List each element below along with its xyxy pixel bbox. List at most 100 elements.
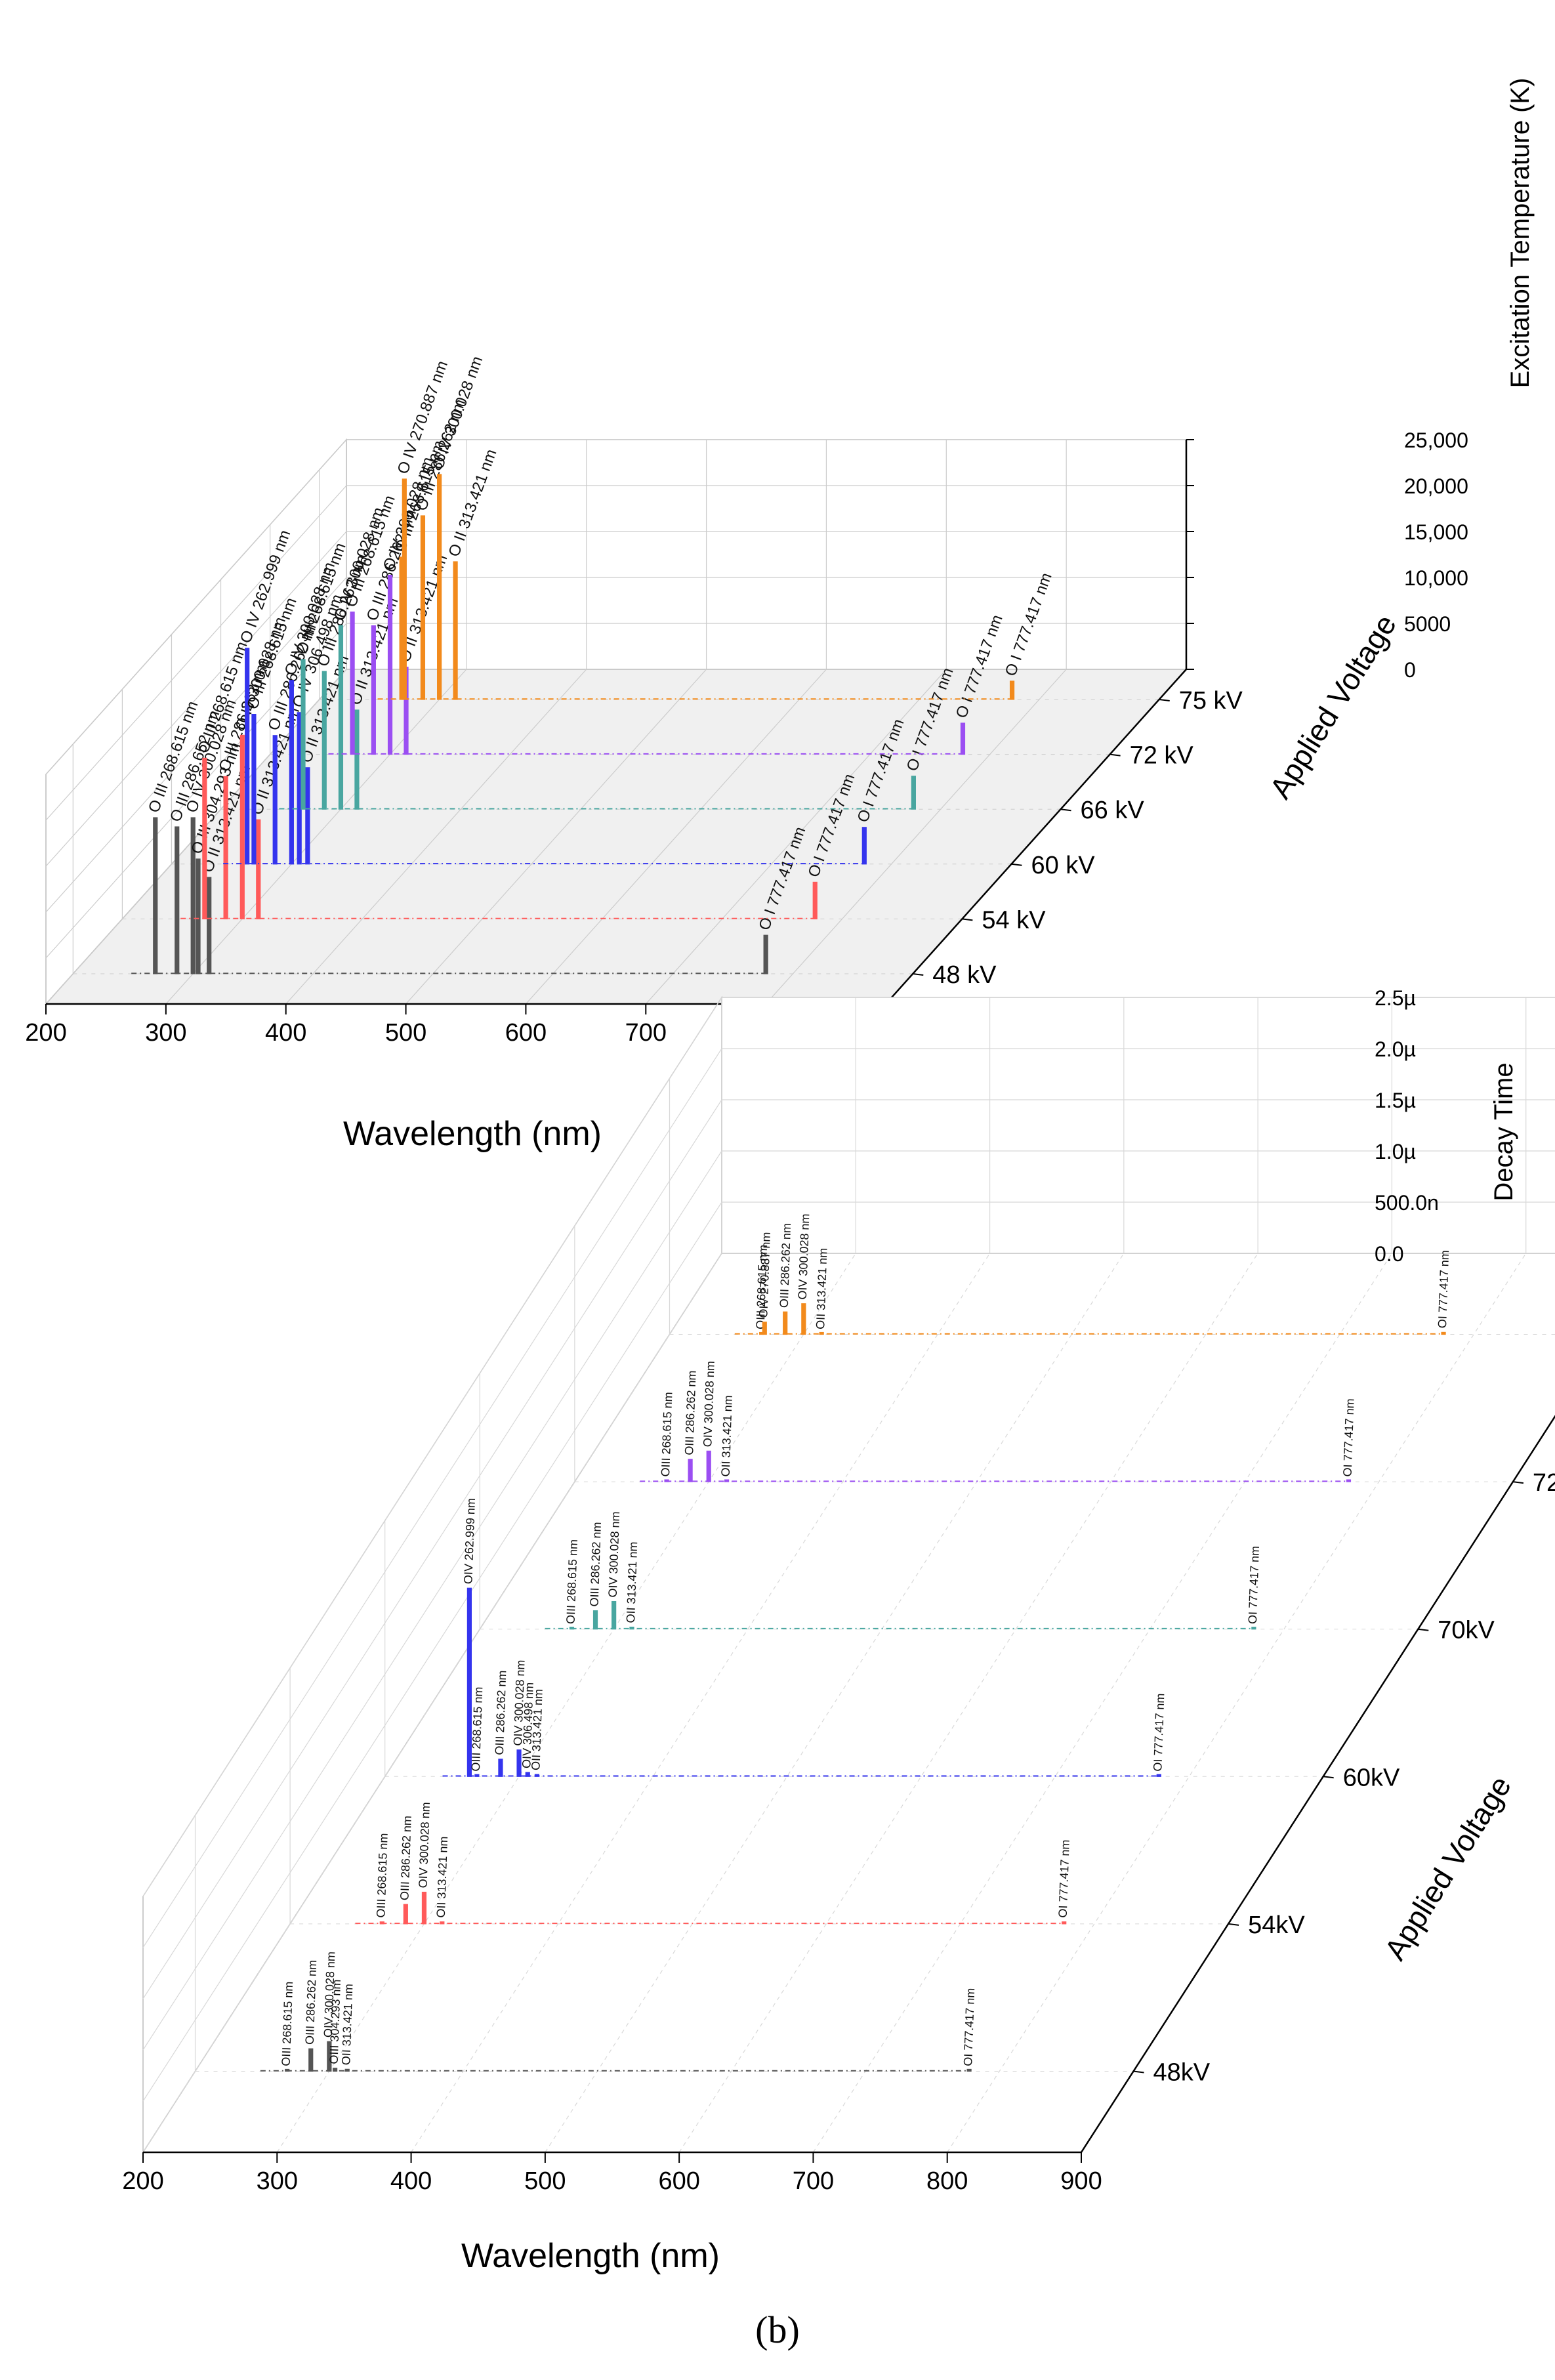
y-tick (1159, 698, 1170, 701)
bar-label: OIII 286.262 nm (682, 1370, 698, 1455)
z-tick-label: 15,000 (1404, 520, 1468, 544)
series-48kV: OIII 268.615 nm OIII 286.262 nm OIV 300.02… (260, 1952, 977, 2072)
z-tick-label: 1.5µ (1375, 1089, 1416, 1112)
grid-line (142, 1150, 722, 2051)
y-tick-label: 60 kV (1031, 852, 1095, 879)
bar (763, 934, 768, 974)
z-tick-label: 5000 (1404, 612, 1451, 636)
bar (338, 625, 344, 810)
bar-label: OIII 286.262 nm (303, 1960, 319, 2045)
y-tick (1323, 1776, 1334, 1779)
panel-label: (b) (755, 2308, 800, 2351)
y-tick (1109, 753, 1121, 757)
bar-label: OI 777.417 nm (1151, 1693, 1167, 1772)
x-tick-label: 700 (625, 1019, 667, 1047)
y-tick (1060, 808, 1071, 812)
x-axis-title: Wavelength (nm) (343, 1115, 602, 1153)
bar (801, 1303, 806, 1335)
bar (966, 2068, 972, 2072)
bar-label: OIV 300.028 nm (796, 1213, 812, 1300)
bar (175, 826, 180, 974)
bar-label: OIV 300.028 nm (416, 1802, 432, 1889)
bar-label: OIV 306.498 nm (520, 1682, 536, 1768)
x-tick-label: 600 (658, 2167, 699, 2195)
grid-line (525, 669, 827, 1005)
bar (332, 2068, 338, 2072)
bar (402, 478, 407, 700)
bar (272, 735, 278, 865)
bar (403, 1904, 408, 1925)
z-tick-label: 2.5µ (1375, 986, 1416, 1010)
z-tick-label: 10,000 (1404, 566, 1468, 590)
bar (706, 1450, 711, 1482)
grid-line (645, 669, 947, 1005)
bar (525, 1772, 530, 1777)
bar (223, 776, 228, 920)
y-axis-line (885, 669, 1187, 1005)
series-72kV: OIII 268.615 nm OIII 286.262 nm OIV 300.02… (640, 1361, 1357, 1482)
bar (153, 817, 158, 974)
y-axis-line (1080, 1415, 1555, 2153)
y-tick (1512, 1481, 1524, 1484)
bar-label: OIII 286.262 nm (398, 1816, 413, 1901)
bar (321, 671, 327, 810)
bar (1156, 1774, 1161, 1777)
bar-label: OII 313.421 nm (339, 1984, 355, 2066)
grid-line (45, 669, 347, 1005)
bar (629, 1626, 634, 1630)
x-tick-label: 400 (265, 1019, 306, 1047)
y-tick-label: 66 kV (1081, 797, 1145, 824)
bar (196, 858, 201, 974)
y-tick-label: 60kV (1343, 1764, 1400, 1791)
z-tick-label: 500.0n (1375, 1191, 1439, 1215)
bar (202, 757, 207, 920)
bar (592, 1610, 598, 1630)
grid-line (678, 1253, 1258, 2153)
grid-line (45, 531, 347, 867)
bar (440, 1921, 445, 1925)
bar (285, 2068, 290, 2072)
x-tick-label: 800 (926, 2167, 968, 2195)
bar-label: OIII 286.262 nm (493, 1670, 508, 1755)
bar-label: OIII 268.615 nm (374, 1833, 390, 1918)
bar (466, 1587, 472, 1777)
bar (812, 881, 818, 920)
bar-label: OIII 268.615 nm (564, 1539, 579, 1625)
bar (1346, 1479, 1352, 1482)
grid-line (142, 1201, 722, 2102)
y-axis-title: Applied Voltage (1378, 1770, 1518, 1966)
bar (516, 1749, 522, 1777)
bar (1441, 1331, 1446, 1335)
grid-line (276, 1253, 856, 2153)
bar (301, 659, 306, 810)
y-tick (913, 973, 924, 976)
bar-label: OII 313.421 nm (434, 1836, 450, 1918)
y-tick (1228, 1923, 1239, 1926)
bar (371, 625, 376, 755)
bar (569, 1627, 575, 1630)
series-70kV: OIII 268.615 nm OIII 286.262 nm OIV 300.02… (545, 1511, 1262, 1630)
y-tick-label: 70kV (1438, 1617, 1495, 1644)
grid-line (812, 1253, 1392, 2153)
bar (207, 877, 212, 974)
bar (1251, 1627, 1256, 1630)
y-tick (962, 918, 973, 921)
bar (453, 561, 458, 700)
y-tick-label: 75 kV (1179, 687, 1243, 715)
bar-label: OI 777.417 nm (1246, 1546, 1262, 1625)
grid-line (947, 1253, 1527, 2153)
bar-label: OIII 304.293 nm (327, 1979, 343, 2064)
bar-label: OIV 300.028 nm (701, 1361, 717, 1448)
bar (256, 819, 261, 920)
bar-label: OIII 268.615 nm (659, 1392, 674, 1477)
bar (387, 574, 393, 755)
z-tick-label: 20,000 (1404, 474, 1468, 498)
bar-label: OIV 270.887 nm (757, 1232, 773, 1318)
x-tick-label: 400 (390, 2167, 432, 2195)
grid-line (45, 577, 347, 913)
z-tick-label: 0 (1404, 658, 1416, 682)
bar (420, 515, 426, 700)
